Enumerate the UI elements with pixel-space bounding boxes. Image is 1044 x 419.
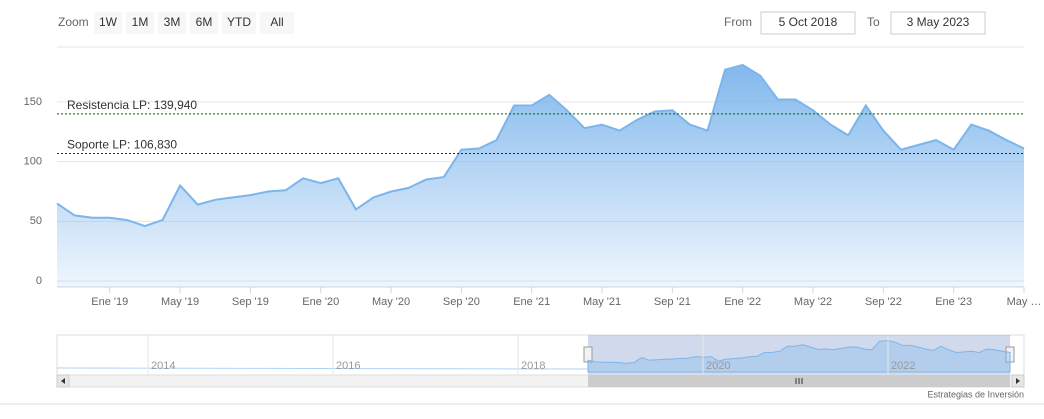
scroll-right-arrow <box>1016 378 1020 384</box>
from-value[interactable]: 5 Oct 2018 <box>779 15 838 29</box>
x-tick-label: Ene '19 <box>91 296 128 308</box>
x-tick-label: Ene '22 <box>724 296 761 308</box>
x-tick-label: Ene '21 <box>513 296 550 308</box>
x-tick-label: May '22 <box>794 296 832 308</box>
navigator-label: 2018 <box>521 360 545 372</box>
x-tick-label: Ene '20 <box>302 296 339 308</box>
area <box>57 64 1024 288</box>
zoom-button-label[interactable]: 6M <box>196 15 213 29</box>
zoom-button[interactable] <box>260 12 294 34</box>
zoom-button-label[interactable]: YTD <box>227 15 251 29</box>
x-tick-label: May … <box>1007 296 1042 308</box>
to-label: To <box>867 15 880 29</box>
navigator-label: 2016 <box>336 360 360 372</box>
zoom-button[interactable] <box>190 12 218 34</box>
zoom-button[interactable] <box>126 12 154 34</box>
navigator-history-line <box>56 367 589 370</box>
plot-line-label: Soporte LP: 106,830 <box>67 138 177 152</box>
navigator-label: 2014 <box>151 360 175 372</box>
from-input[interactable] <box>760 11 856 35</box>
zoom-button[interactable] <box>222 12 256 34</box>
x-tick-label: Sep '19 <box>232 296 269 308</box>
x-tick-label: May '19 <box>161 296 199 308</box>
zoom-button-label[interactable]: 3M <box>164 15 181 29</box>
from-label: From <box>724 15 752 29</box>
y-tick-label: 100 <box>24 156 42 168</box>
to-value[interactable]: 3 May 2023 <box>907 15 970 29</box>
x-tick-label: Ene '23 <box>935 296 972 308</box>
x-tick-label: May '21 <box>583 296 621 308</box>
to-input[interactable] <box>890 11 986 35</box>
x-tick-label: Sep '22 <box>865 296 902 308</box>
zoom-button-label[interactable]: All <box>270 15 283 29</box>
y-tick-label: 0 <box>36 275 42 287</box>
zoom-button-label[interactable]: 1W <box>99 15 118 29</box>
zoom-label: Zoom <box>58 15 89 29</box>
credits: Estrategias de Inversión <box>927 389 1024 399</box>
navigator-label: 2022 <box>891 360 915 372</box>
zoom-button[interactable] <box>158 12 186 34</box>
plot-line-label: Resistencia LP: 139,940 <box>67 98 197 112</box>
y-tick-label: 50 <box>30 215 42 227</box>
line <box>56 63 1025 228</box>
navigator-mask <box>588 335 1010 375</box>
x-tick-label: Sep '20 <box>443 296 480 308</box>
y-tick-label: 150 <box>24 96 42 108</box>
scroll-left-arrow <box>61 378 65 384</box>
navigator-label: 2020 <box>706 360 730 372</box>
zoom-button-label[interactable]: 1M <box>132 15 149 29</box>
zoom-button[interactable] <box>94 12 122 34</box>
scroll-grip <box>795 378 803 384</box>
navigator-area <box>587 339 1011 373</box>
x-tick-label: Sep '21 <box>654 296 691 308</box>
x-tick-label: May '20 <box>372 296 410 308</box>
